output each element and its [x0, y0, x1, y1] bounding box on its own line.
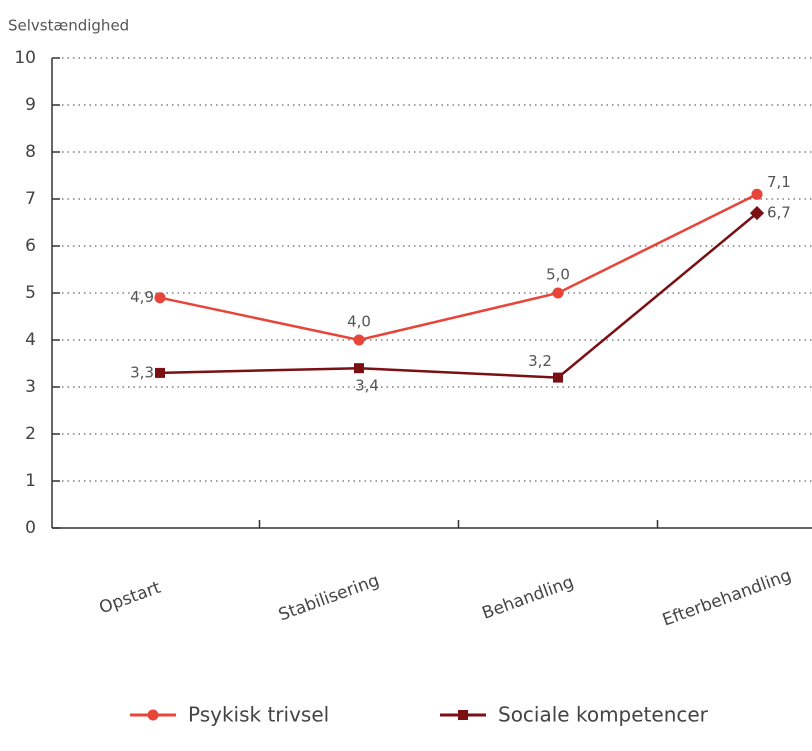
- legend-label: Sociale kompetencer: [498, 703, 709, 727]
- point: [749, 206, 765, 221]
- point: [553, 372, 563, 383]
- y-axis-label: Selvstændighed: [8, 17, 129, 35]
- y-tick-label: 9: [25, 95, 36, 115]
- point: [147, 709, 159, 721]
- series-line: [159, 212, 758, 379]
- point: [155, 367, 165, 378]
- y-tick-label: 0: [25, 518, 36, 538]
- data-label: 7,1: [767, 173, 791, 191]
- data-label: 3,2: [528, 352, 552, 370]
- y-tick-label: 3: [25, 377, 36, 397]
- data-label: 3,3: [130, 363, 154, 381]
- point: [552, 287, 564, 299]
- y-tick-label: 8: [25, 142, 36, 162]
- y-tick-label: 4: [25, 330, 36, 350]
- x-tick-label: Behandling: [480, 572, 577, 624]
- y-tick-label: 2: [25, 424, 36, 444]
- legend-label: Psykisk trivsel: [188, 703, 329, 727]
- x-tick-label: Opstart: [97, 578, 164, 619]
- point: [353, 334, 365, 346]
- data-label: 4,0: [347, 313, 371, 331]
- x-tick-label: Stabilisering: [276, 571, 382, 626]
- data-label: 5,0: [546, 266, 570, 284]
- x-tick-label: Efterbehandling: [660, 565, 794, 630]
- series-line: [159, 193, 758, 342]
- point: [154, 292, 166, 304]
- y-tick-label: 7: [25, 189, 36, 209]
- data-label: 6,7: [767, 204, 791, 222]
- y-tick-label: 10: [14, 48, 36, 68]
- y-tick-label: 6: [25, 236, 36, 256]
- y-tick-label: 1: [25, 471, 36, 491]
- point: [354, 363, 364, 374]
- data-label: 3,4: [355, 377, 379, 395]
- point: [751, 188, 763, 200]
- data-label: 4,9: [130, 288, 154, 306]
- point: [458, 710, 468, 720]
- y-tick-label: 5: [25, 283, 36, 303]
